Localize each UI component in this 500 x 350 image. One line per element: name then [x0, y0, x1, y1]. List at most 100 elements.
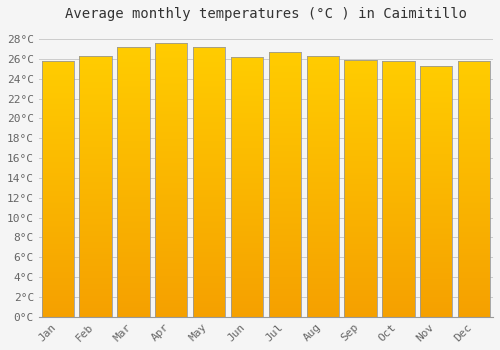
- Bar: [231, 116, 263, 117]
- Bar: [269, 164, 301, 166]
- Bar: [306, 102, 339, 103]
- Bar: [420, 265, 452, 267]
- Bar: [306, 132, 339, 133]
- Bar: [458, 290, 490, 291]
- Bar: [193, 315, 225, 317]
- Bar: [382, 217, 414, 218]
- Bar: [306, 220, 339, 222]
- Bar: [420, 289, 452, 290]
- Bar: [155, 187, 188, 188]
- Bar: [80, 64, 112, 65]
- Bar: [231, 208, 263, 209]
- Bar: [80, 108, 112, 109]
- Bar: [420, 179, 452, 180]
- Bar: [118, 74, 150, 75]
- Bar: [306, 211, 339, 212]
- Bar: [458, 133, 490, 134]
- Bar: [42, 103, 74, 104]
- Bar: [382, 63, 414, 65]
- Bar: [155, 100, 188, 102]
- Bar: [193, 147, 225, 148]
- Bar: [155, 114, 188, 116]
- Bar: [269, 282, 301, 284]
- Bar: [269, 86, 301, 88]
- Bar: [344, 60, 376, 61]
- Bar: [269, 290, 301, 292]
- Bar: [420, 279, 452, 280]
- Bar: [80, 266, 112, 267]
- Bar: [344, 208, 376, 209]
- Bar: [458, 149, 490, 150]
- Bar: [269, 158, 301, 159]
- Bar: [231, 273, 263, 274]
- Bar: [458, 260, 490, 262]
- Bar: [269, 173, 301, 174]
- Bar: [118, 77, 150, 78]
- Bar: [344, 112, 376, 114]
- Bar: [155, 110, 188, 111]
- Bar: [155, 258, 188, 259]
- Bar: [306, 142, 339, 143]
- Bar: [458, 104, 490, 106]
- Bar: [382, 168, 414, 170]
- Bar: [80, 189, 112, 190]
- Bar: [155, 289, 188, 291]
- Bar: [306, 163, 339, 164]
- Bar: [344, 201, 376, 202]
- Bar: [458, 195, 490, 196]
- Bar: [155, 73, 188, 75]
- Bar: [155, 181, 188, 183]
- Bar: [231, 266, 263, 267]
- Bar: [306, 90, 339, 91]
- Bar: [306, 275, 339, 276]
- Bar: [80, 133, 112, 134]
- Bar: [231, 80, 263, 82]
- Bar: [382, 120, 414, 121]
- Bar: [382, 207, 414, 208]
- Bar: [269, 82, 301, 84]
- Bar: [193, 272, 225, 274]
- Bar: [344, 242, 376, 244]
- Bar: [155, 173, 188, 174]
- Bar: [382, 284, 414, 285]
- Bar: [344, 140, 376, 141]
- Bar: [155, 304, 188, 306]
- Bar: [306, 236, 339, 237]
- Bar: [80, 257, 112, 258]
- Bar: [80, 90, 112, 91]
- Bar: [42, 69, 74, 70]
- Bar: [458, 267, 490, 268]
- Bar: [155, 159, 188, 161]
- Bar: [155, 295, 188, 296]
- Bar: [42, 79, 74, 80]
- Bar: [306, 223, 339, 224]
- Bar: [193, 216, 225, 217]
- Bar: [193, 224, 225, 225]
- Bar: [80, 73, 112, 74]
- Bar: [458, 284, 490, 285]
- Bar: [80, 159, 112, 160]
- Bar: [458, 277, 490, 278]
- Bar: [382, 263, 414, 264]
- Bar: [458, 207, 490, 208]
- Bar: [80, 124, 112, 125]
- Bar: [269, 60, 301, 61]
- Bar: [231, 160, 263, 161]
- Bar: [80, 243, 112, 244]
- Bar: [269, 107, 301, 109]
- Bar: [458, 180, 490, 181]
- Bar: [458, 250, 490, 252]
- Bar: [458, 155, 490, 157]
- Bar: [231, 189, 263, 191]
- Bar: [193, 251, 225, 252]
- Bar: [155, 229, 188, 231]
- Bar: [42, 154, 74, 155]
- Bar: [382, 159, 414, 161]
- Bar: [420, 155, 452, 156]
- Bar: [231, 309, 263, 310]
- Bar: [80, 210, 112, 211]
- Bar: [382, 139, 414, 140]
- Bar: [306, 302, 339, 304]
- Bar: [231, 89, 263, 91]
- Bar: [193, 159, 225, 160]
